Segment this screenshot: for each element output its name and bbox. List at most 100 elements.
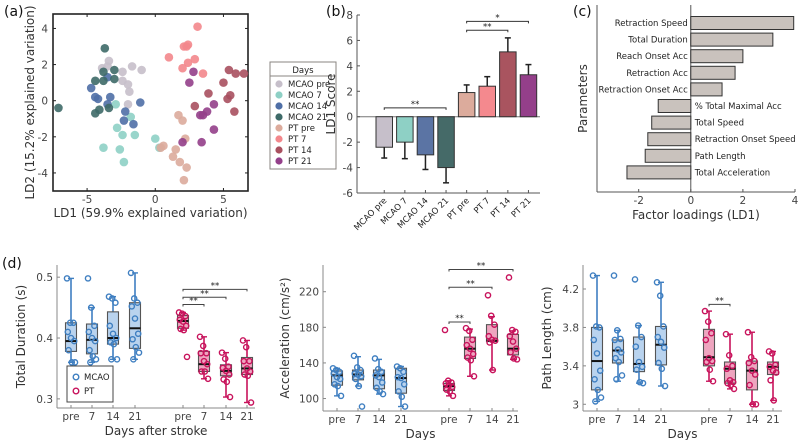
scatter-point bbox=[112, 123, 122, 133]
scatter-point bbox=[54, 103, 63, 113]
scatter-point bbox=[111, 100, 121, 109]
y-tick-label: 0.4 bbox=[36, 333, 53, 345]
data-point bbox=[612, 354, 619, 362]
data-point bbox=[199, 342, 207, 350]
scatter-point bbox=[120, 107, 130, 116]
data-point bbox=[247, 399, 255, 406]
x-tick-label: PT 14 bbox=[489, 196, 513, 220]
data-point bbox=[130, 295, 138, 302]
data-point bbox=[589, 272, 597, 279]
x-tick-label: -5 bbox=[82, 194, 92, 206]
data-point bbox=[70, 319, 77, 327]
data-point bbox=[239, 337, 247, 344]
y-tick-label: 0.5 bbox=[36, 272, 53, 284]
parameter-label: Retraction Onset Acc bbox=[599, 85, 689, 95]
box bbox=[702, 328, 716, 367]
y-tick-label: 0 bbox=[346, 112, 353, 124]
scatter-point bbox=[183, 58, 193, 68]
data-point bbox=[505, 274, 513, 281]
data-point bbox=[330, 370, 338, 377]
data-point bbox=[70, 337, 78, 345]
bar bbox=[416, 116, 435, 156]
x-tick-label: 7 bbox=[615, 414, 622, 426]
data-point bbox=[593, 350, 601, 357]
data-point bbox=[64, 328, 72, 336]
data-point bbox=[226, 393, 234, 401]
data-point bbox=[449, 392, 457, 400]
data-point bbox=[131, 315, 139, 322]
legend-marker bbox=[275, 135, 283, 143]
y-tick-label: 180 bbox=[299, 322, 319, 334]
x-tick-label: 14 bbox=[219, 411, 233, 423]
x-tick-label: pre bbox=[328, 414, 345, 426]
data-point bbox=[767, 376, 774, 384]
scatter-point bbox=[156, 143, 166, 152]
legend-marker bbox=[275, 102, 283, 110]
legend-marker bbox=[275, 157, 283, 165]
data-point bbox=[91, 337, 99, 345]
data-point bbox=[463, 341, 471, 349]
data-point bbox=[506, 332, 514, 340]
data-point bbox=[510, 355, 518, 362]
significance-bracket bbox=[448, 286, 493, 290]
data-point bbox=[633, 366, 640, 373]
scatter-point bbox=[99, 76, 108, 86]
data-point bbox=[225, 371, 233, 378]
y-tick-label: -6 bbox=[343, 188, 354, 200]
data-point bbox=[379, 390, 387, 398]
data-point bbox=[401, 403, 409, 410]
data-point bbox=[197, 349, 205, 357]
y-axis-label: LD2 (15.2% explained variation) bbox=[23, 5, 37, 199]
scatter-point bbox=[130, 130, 140, 140]
data-point bbox=[512, 345, 520, 352]
data-point bbox=[594, 386, 602, 394]
data-point bbox=[63, 275, 71, 282]
x-tick-label: pre bbox=[174, 411, 191, 423]
scatter-point bbox=[135, 98, 145, 107]
data-point bbox=[512, 328, 519, 336]
panel-label-c: (c) bbox=[573, 4, 592, 20]
data-point bbox=[180, 326, 188, 334]
legend-entry: MCAO bbox=[84, 373, 110, 383]
data-point bbox=[466, 345, 474, 352]
scatter-point bbox=[230, 107, 239, 116]
y-axis-label: LD1 Score bbox=[324, 74, 338, 135]
data-point bbox=[334, 382, 342, 390]
data-point bbox=[394, 373, 402, 381]
data-point bbox=[350, 352, 358, 360]
bar bbox=[375, 116, 393, 148]
data-point bbox=[222, 367, 230, 375]
significance-label: ** bbox=[477, 261, 486, 271]
significance-bracket bbox=[182, 288, 248, 292]
y-tick-label: 140 bbox=[299, 358, 319, 370]
scatter-point bbox=[126, 112, 136, 122]
data-point bbox=[770, 397, 778, 404]
significance-bracket bbox=[448, 321, 471, 324]
scatter-point bbox=[110, 65, 119, 75]
data-point bbox=[128, 303, 136, 310]
loading-bar bbox=[690, 32, 774, 47]
data-point bbox=[400, 368, 407, 376]
data-point bbox=[66, 319, 74, 327]
significance-label: ** bbox=[189, 297, 198, 307]
legend-entry: MCAO 14 bbox=[288, 102, 327, 112]
scatter-point bbox=[219, 78, 228, 87]
y-axis-label: Total Duration (s) bbox=[14, 285, 28, 389]
data-point bbox=[634, 322, 642, 329]
data-point bbox=[657, 338, 665, 346]
parameter-label: Retraction Onset Speed bbox=[695, 135, 796, 145]
data-point bbox=[92, 356, 100, 363]
data-point bbox=[355, 382, 363, 390]
x-tick-label: 5 bbox=[220, 194, 227, 206]
significance-label: ** bbox=[466, 279, 475, 289]
data-point bbox=[484, 291, 492, 299]
data-point bbox=[132, 343, 140, 351]
data-point bbox=[91, 322, 98, 330]
data-point bbox=[337, 392, 345, 400]
x-axis-label: Days bbox=[406, 427, 436, 440]
data-point bbox=[86, 346, 93, 354]
data-point bbox=[352, 375, 359, 383]
